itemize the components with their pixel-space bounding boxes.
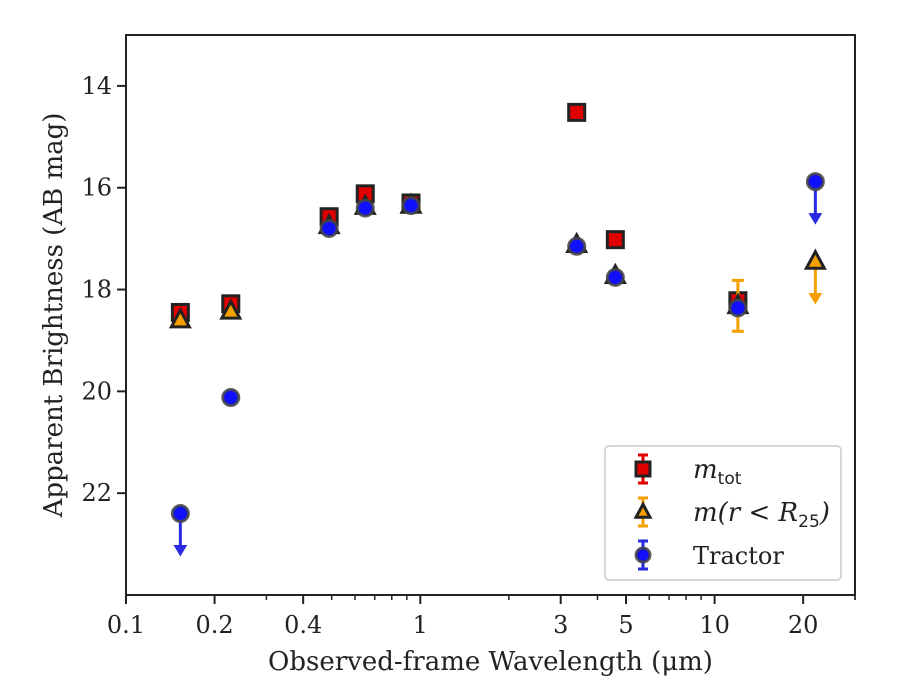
data-point bbox=[319, 218, 339, 238]
legend-label: Tractor bbox=[693, 542, 784, 570]
y-axis-label: Apparent Brightness (AB mag) bbox=[39, 113, 69, 519]
data-point bbox=[605, 267, 625, 287]
x-tick-label: 3 bbox=[553, 611, 568, 639]
data-point bbox=[355, 198, 375, 218]
data-point bbox=[728, 298, 748, 318]
data-point bbox=[401, 196, 421, 216]
x-tick-label: 0.2 bbox=[196, 611, 234, 639]
data-point bbox=[567, 236, 587, 256]
plot-frame bbox=[125, 34, 856, 596]
legend-box bbox=[604, 445, 842, 581]
data-point bbox=[567, 102, 587, 122]
upper-limit-arrowhead bbox=[808, 213, 823, 225]
legend-item: mtot bbox=[634, 453, 742, 489]
legend: mtot m(r < R25) Tractor bbox=[604, 445, 842, 581]
data-point bbox=[633, 501, 653, 519]
x-tick-label: 10 bbox=[699, 611, 730, 639]
data-point bbox=[634, 546, 652, 564]
data-point bbox=[168, 307, 192, 329]
upper-limit-arrowhead bbox=[808, 293, 823, 305]
legend-label: m(r < R25) bbox=[693, 498, 830, 532]
x-tick-label: 1 bbox=[413, 611, 428, 639]
data-point bbox=[221, 387, 241, 407]
x-tick-label: 0.4 bbox=[284, 611, 322, 639]
y-axis-ticks: 14 16 18 20 22 bbox=[81, 72, 126, 507]
x-tick-label: 20 bbox=[788, 611, 819, 639]
x-tick-label: 5 bbox=[618, 611, 633, 639]
series-tractor bbox=[170, 172, 825, 557]
x-axis-ticks: 0.1 0.2 0.4 1 3 5 10 20 bbox=[107, 595, 856, 639]
y-tick-label: 14 bbox=[81, 72, 112, 100]
series-m-r-r25- bbox=[168, 192, 827, 333]
upper-limit-arrowhead bbox=[173, 545, 188, 557]
data-marks bbox=[168, 102, 827, 557]
data-point bbox=[634, 460, 652, 478]
x-axis-label: Observed-frame Wavelength (μm) bbox=[268, 647, 713, 677]
data-point bbox=[219, 298, 243, 320]
y-tick-label: 20 bbox=[81, 377, 112, 405]
y-tick-label: 16 bbox=[81, 174, 112, 202]
data-point bbox=[805, 172, 825, 192]
data-point bbox=[803, 248, 827, 270]
data-point bbox=[170, 504, 190, 524]
x-tick-label: 0.1 bbox=[107, 611, 145, 639]
legend-label: mtot bbox=[693, 455, 742, 489]
series-m-tot bbox=[170, 102, 748, 322]
legend-item: m(r < R25) bbox=[633, 496, 830, 532]
y-tick-label: 18 bbox=[81, 276, 112, 304]
legend-item: Tractor bbox=[634, 539, 784, 571]
data-point bbox=[605, 230, 625, 250]
y-tick-label: 22 bbox=[81, 479, 112, 507]
